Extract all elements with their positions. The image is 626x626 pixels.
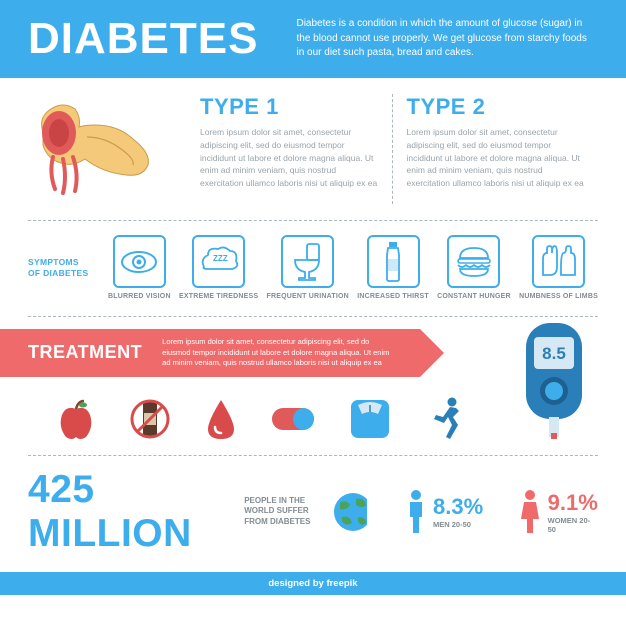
- burger-icon: [447, 235, 500, 288]
- male-label: MEN 20-50: [433, 520, 483, 529]
- nosoda-icon: [128, 395, 172, 443]
- type1-body: Lorem ipsum dolor sit amet, consectetur …: [200, 126, 378, 190]
- female-pct: 9.1%: [548, 490, 598, 516]
- symptom-name: BLURRED VISION: [108, 293, 171, 302]
- female-icon: [518, 489, 542, 535]
- type1-column: TYPE 1 Lorem ipsum dolor sit amet, conse…: [186, 94, 392, 204]
- divider: [28, 455, 598, 456]
- symptoms-section: SYMPTOMS OF DIABETES BLURRED VISION ZZZ …: [0, 225, 626, 312]
- apple-icon: [56, 397, 96, 441]
- toilet-icon: [281, 235, 334, 288]
- male-icon: [405, 489, 427, 535]
- eye-icon: [113, 235, 166, 288]
- stat-big-number: 425 MILLION: [28, 468, 230, 556]
- bottle-icon: [367, 235, 420, 288]
- symptom-name: EXTREME TIREDNESS: [179, 293, 258, 302]
- symptom-item: ZZZ EXTREME TIREDNESS: [179, 235, 258, 302]
- pancreas-icon: [33, 97, 163, 202]
- page-title: DIABETES: [0, 0, 282, 78]
- divider: [28, 316, 598, 317]
- type-columns: TYPE 1 Lorem ipsum dolor sit amet, conse…: [186, 94, 598, 204]
- type2-body: Lorem ipsum dolor sit amet, consectetur …: [407, 126, 585, 190]
- female-stat: 9.1% WOMEN 20-50: [518, 489, 598, 535]
- type2-column: TYPE 2 Lorem ipsum dolor sit amet, conse…: [392, 94, 599, 204]
- scale-icon: [348, 397, 392, 441]
- male-stat: 8.3% MEN 20-50: [405, 489, 483, 535]
- header: DIABETES Diabetes is a condition in whic…: [0, 0, 626, 78]
- symptom-item: INCREASED THIRST: [357, 235, 429, 302]
- blooddrop-icon: [204, 397, 238, 441]
- symptom-name: CONSTANT HUNGER: [437, 293, 511, 302]
- glucometer-icon: 8.5: [516, 319, 592, 446]
- footer-credit: designed by freepik: [0, 572, 626, 595]
- symptom-name: FREQUENT URINATION: [267, 293, 349, 302]
- male-pct: 8.3%: [433, 494, 483, 520]
- globe-icon: [332, 491, 367, 533]
- symptom-item: BLURRED VISION: [108, 235, 171, 302]
- types-section: TYPE 1 Lorem ipsum dolor sit amet, conse…: [0, 78, 626, 216]
- pill-icon: [270, 406, 316, 432]
- symptom-item: NUMBNESS OF LIMBS: [519, 235, 598, 302]
- stats-section: 425 MILLION PEOPLE IN THE WORLD SUFFER F…: [0, 460, 626, 566]
- header-description: Diabetes is a condition in which the amo…: [282, 0, 626, 78]
- hands-icon: [532, 235, 585, 288]
- treatment-title: TREATMENT: [28, 342, 142, 363]
- symptom-name: NUMBNESS OF LIMBS: [519, 293, 598, 302]
- symptom-item: FREQUENT URINATION: [267, 235, 349, 302]
- treatment-banner: TREATMENT Lorem ipsum dolor sit amet, co…: [0, 329, 420, 377]
- treatment-section: TREATMENT Lorem ipsum dolor sit amet, co…: [0, 321, 626, 385]
- pancreas-illustration: [28, 94, 168, 204]
- symptom-name: INCREASED THIRST: [357, 293, 429, 302]
- type1-title: TYPE 1: [200, 94, 378, 120]
- glucometer-value: 8.5: [542, 344, 566, 363]
- female-label: WOMEN 20-50: [548, 516, 598, 534]
- symptoms-icons: BLURRED VISION ZZZ EXTREME TIREDNESS FRE…: [108, 235, 598, 302]
- stat-text: PEOPLE IN THE WORLD SUFFER FROM DIABETES: [244, 496, 318, 528]
- symptoms-label: SYMPTOMS OF DIABETES: [28, 257, 92, 279]
- treatment-body: Lorem ipsum dolor sit amet, consectetur …: [162, 337, 392, 369]
- divider: [28, 220, 598, 221]
- svg-text:ZZZ: ZZZ: [213, 254, 228, 263]
- zzz-icon: ZZZ: [192, 235, 245, 288]
- symptom-item: CONSTANT HUNGER: [437, 235, 511, 302]
- runner-icon: [424, 395, 466, 443]
- type2-title: TYPE 2: [407, 94, 585, 120]
